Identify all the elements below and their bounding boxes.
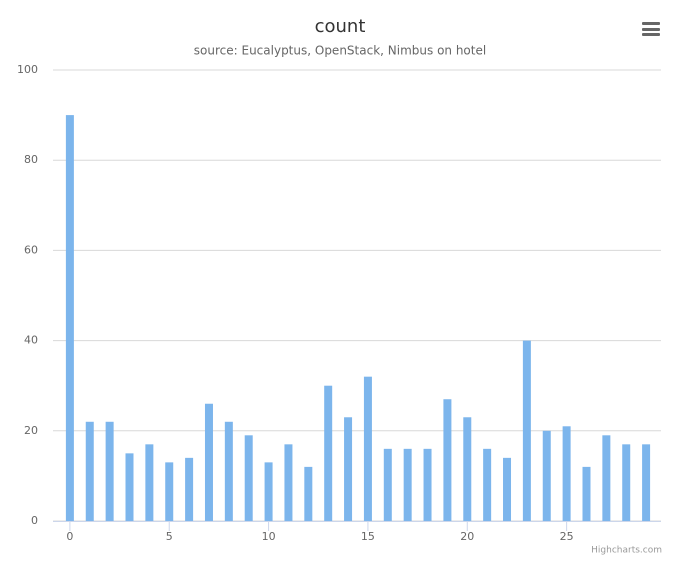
bar <box>403 448 412 521</box>
bar <box>125 453 134 521</box>
chart-title: count <box>315 16 366 37</box>
bar <box>383 448 392 521</box>
x-tick-label: 0 <box>66 530 73 543</box>
menu-button[interactable] <box>642 22 660 36</box>
bar <box>204 403 213 521</box>
bar <box>244 435 253 521</box>
bar <box>602 435 611 521</box>
bar <box>224 421 233 521</box>
y-tick-label: 80 <box>24 153 38 166</box>
bar <box>145 444 154 521</box>
bar <box>443 399 452 521</box>
bar <box>324 385 333 521</box>
x-tick-label: 25 <box>560 530 574 543</box>
bar <box>65 115 74 521</box>
y-tick-label: 60 <box>24 243 38 256</box>
bar <box>165 462 174 521</box>
bar <box>304 466 313 521</box>
bar <box>264 462 273 521</box>
x-tick-label: 10 <box>262 530 276 543</box>
bar <box>483 448 492 521</box>
y-tick-label: 0 <box>31 514 38 527</box>
bar <box>185 457 194 521</box>
bar <box>363 376 372 521</box>
menu-bar <box>642 22 660 25</box>
bar <box>542 430 551 521</box>
bar <box>503 457 512 521</box>
bar <box>522 340 531 521</box>
bar <box>423 448 432 521</box>
bar <box>284 444 293 521</box>
chart-subtitle: source: Eucalyptus, OpenStack, Nimbus on… <box>194 44 486 58</box>
bar <box>463 417 472 521</box>
x-tick-label: 15 <box>361 530 375 543</box>
y-tick-label: 40 <box>24 334 38 347</box>
menu-bar <box>642 33 660 36</box>
bar <box>85 421 94 521</box>
bar <box>562 426 571 521</box>
credits[interactable]: Highcharts.com <box>591 546 662 556</box>
y-tick-label: 100 <box>17 63 38 76</box>
x-tick-label: 20 <box>460 530 474 543</box>
bar <box>105 421 114 521</box>
y-tick-label: 20 <box>24 424 38 437</box>
x-tick-label: 5 <box>166 530 173 543</box>
bar <box>622 444 631 521</box>
bar <box>642 444 651 521</box>
bar <box>582 466 591 521</box>
menu-bar <box>642 28 660 31</box>
bar <box>344 417 353 521</box>
